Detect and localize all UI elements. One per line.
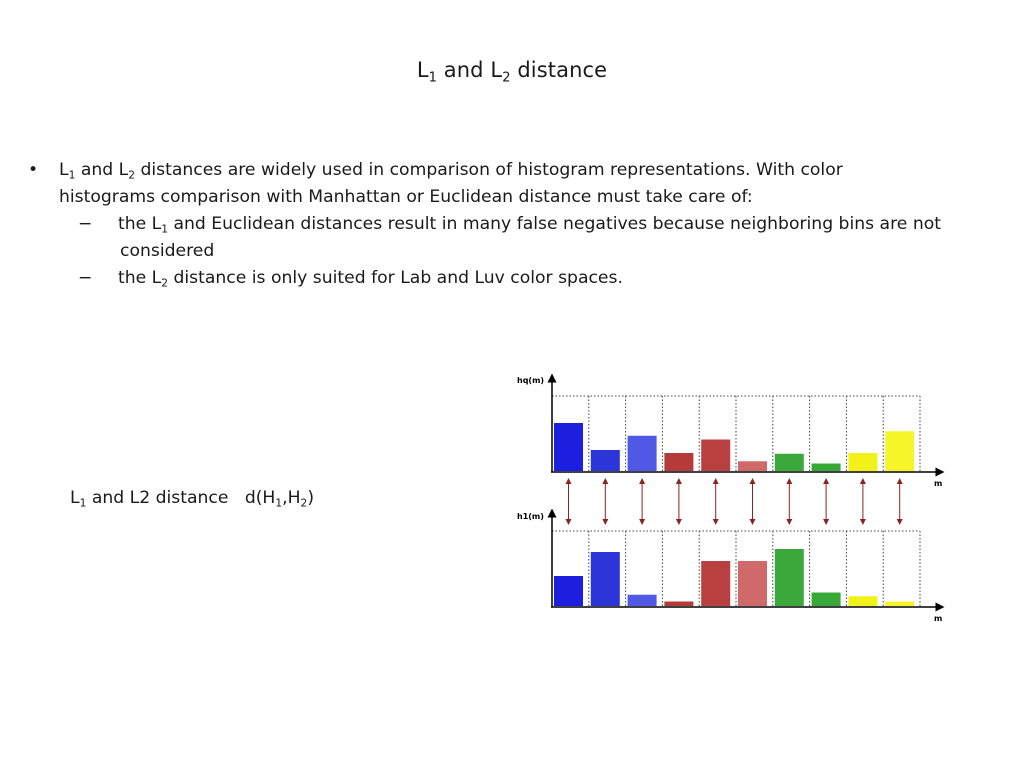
chart-2-bar bbox=[664, 601, 694, 606]
chart-1-bar bbox=[627, 435, 657, 471]
chart-2-x-label: m bbox=[934, 614, 942, 623]
chart-2-bar bbox=[590, 552, 620, 606]
chart-2-bar bbox=[554, 576, 583, 606]
bullet-marker: • bbox=[28, 160, 39, 180]
chart-2-bar bbox=[774, 549, 804, 606]
chart-1-bar bbox=[811, 463, 841, 471]
chart-2-bar bbox=[701, 561, 731, 606]
histogram-chart: hq(m) m h1(m) m bbox=[517, 373, 945, 623]
chart-1-y-label: hq(m) bbox=[517, 376, 544, 385]
chart-2-bar bbox=[738, 561, 767, 606]
chart-2-bar bbox=[848, 596, 878, 606]
chart-1-bar bbox=[664, 453, 694, 471]
chart-1-bar bbox=[738, 461, 767, 471]
sub-bullet-item: − the L2 distance is only suited for Lab… bbox=[28, 265, 1003, 292]
sub-bullet-line-2: considered bbox=[120, 241, 215, 261]
sub-bullet-item: − the L1 and Euclidean distances result … bbox=[28, 211, 1003, 265]
chart-1-bar bbox=[554, 423, 583, 471]
bullet-item: • L1 and L2 distances are widely used in… bbox=[28, 157, 1003, 211]
distance-formula: L1 and L2 distance d(H1,H2) bbox=[70, 488, 315, 510]
bullet-line-1: L1 and L2 distances are widely used in c… bbox=[59, 160, 843, 182]
sub-bullet-line-1: the L2 distance is only suited for Lab a… bbox=[118, 268, 623, 290]
dash-marker: − bbox=[78, 268, 93, 288]
chart-1-bar bbox=[590, 450, 620, 471]
chart-1-bar bbox=[885, 431, 915, 471]
chart-2-bar bbox=[811, 592, 841, 606]
chart-2-bar bbox=[627, 594, 657, 606]
chart-2-bar bbox=[885, 601, 915, 606]
bullet-list: • L1 and L2 distances are widely used in… bbox=[28, 157, 1003, 292]
chart-1-bar bbox=[701, 439, 731, 471]
slide-title: L1 and L2 distance bbox=[416, 58, 608, 86]
sub-bullet-line-1: the L1 and Euclidean distances result in… bbox=[118, 214, 941, 236]
chart-1-bar bbox=[848, 453, 878, 471]
chart-2-y-label: h1(m) bbox=[517, 512, 544, 521]
bullet-line-2: histograms comparison with Manhattan or … bbox=[59, 187, 753, 207]
chart-1-x-label: m bbox=[934, 479, 942, 488]
histogram-figure: hq(m) m h1(m) m bbox=[508, 368, 948, 626]
chart-1-bar bbox=[774, 453, 804, 471]
dash-marker: − bbox=[78, 214, 93, 234]
